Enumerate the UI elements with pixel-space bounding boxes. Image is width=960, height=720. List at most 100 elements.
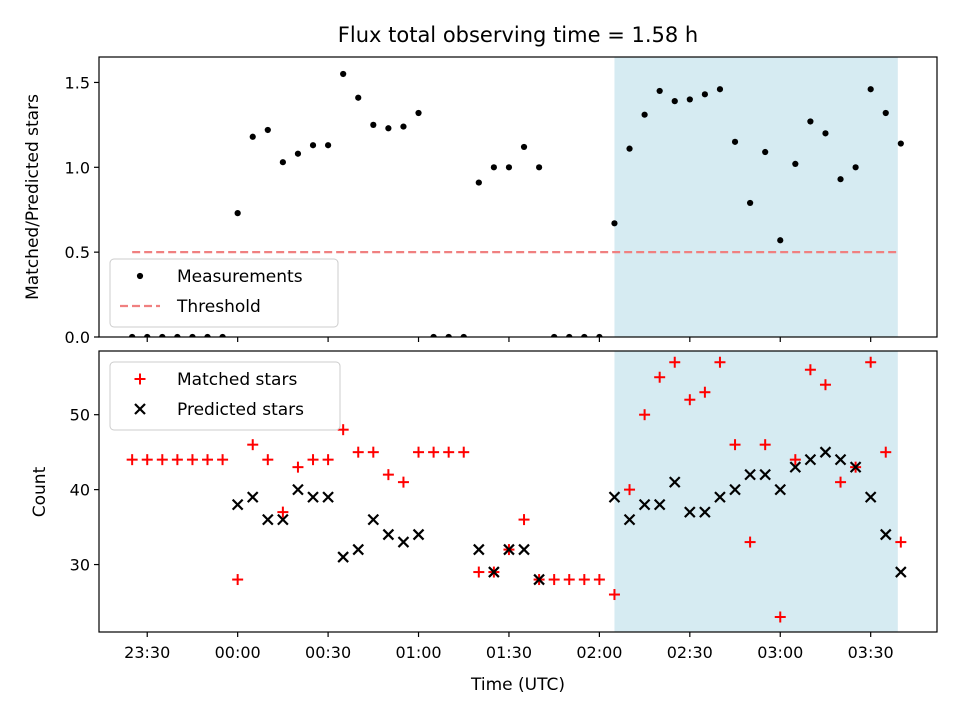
- measurement-point: [671, 98, 678, 105]
- measurement-point: [129, 333, 136, 337]
- measurement-point: [445, 333, 452, 337]
- matched-stars-marker: [458, 446, 470, 458]
- top-legend-label: Measurements: [177, 267, 303, 287]
- measurement-point: [294, 150, 302, 157]
- predicted-stars-marker: [292, 483, 304, 496]
- predicted-stars-marker: [699, 506, 711, 518]
- observing-window-span: [614, 351, 898, 632]
- measurement-point: [460, 333, 467, 337]
- bottom-legend-key-0: [134, 373, 146, 385]
- matched-stars-marker: [247, 439, 259, 451]
- matched-stars-marker: [729, 439, 741, 451]
- matched-stars-marker: [684, 394, 696, 406]
- bottom-legend-label: Matched stars: [177, 370, 297, 390]
- matched-stars-marker: [277, 506, 289, 518]
- predicted-stars-marker: [729, 483, 741, 496]
- predicted-stars-marker: [412, 528, 425, 541]
- matched-stars-marker: [413, 446, 425, 458]
- measurement-point: [536, 164, 543, 171]
- measurement-point: [626, 145, 633, 152]
- matched-stars-marker: [262, 454, 274, 466]
- measurement-point: [807, 118, 814, 125]
- measurement-point: [762, 148, 769, 156]
- top-y-tick-label: 0.5: [65, 243, 90, 262]
- measurement-point: [731, 138, 739, 145]
- predicted-stars-marker: [503, 543, 515, 556]
- measurement-point: [340, 70, 347, 78]
- measurement-point: [309, 142, 317, 149]
- top-plot-area: [129, 70, 904, 337]
- bottom-y-tick-label: 40: [70, 481, 90, 500]
- bottom-y-tick-label: 50: [70, 406, 90, 425]
- matched-stars-marker: [804, 364, 816, 376]
- matched-stars-marker: [759, 439, 771, 451]
- measurement-point: [279, 159, 286, 166]
- measurement-point: [490, 164, 497, 171]
- measurement-point: [551, 333, 558, 337]
- measurement-point: [882, 109, 889, 117]
- matched-stars-marker: [126, 454, 138, 466]
- measurement-point: [144, 333, 151, 337]
- predicted-stars-marker: [473, 543, 485, 556]
- predicted-stars-marker: [744, 468, 756, 481]
- predicted-stars-marker: [382, 528, 395, 541]
- matched-stars-marker: [624, 484, 636, 496]
- predicted-stars-marker: [864, 491, 877, 503]
- measurement-point: [234, 210, 241, 217]
- predicted-stars-marker: [789, 461, 802, 473]
- observing-window-span: [614, 57, 898, 337]
- measurement-point: [747, 199, 754, 207]
- bottom-legend-key-1: [134, 403, 146, 415]
- matched-stars-marker: [789, 454, 801, 466]
- predicted-stars-marker: [246, 491, 259, 503]
- measurement-point: [837, 176, 844, 183]
- matched-stars-marker: [397, 476, 409, 488]
- matched-stars-marker: [669, 356, 681, 368]
- predicted-stars-marker: [322, 491, 334, 503]
- top-legend-key-0: [136, 272, 144, 280]
- matched-stars-marker: [548, 574, 560, 586]
- measurement-point: [264, 126, 271, 134]
- top-y-tick-label: 1.0: [65, 158, 90, 177]
- matched-stars-marker: [156, 454, 168, 466]
- measurement-point: [792, 160, 799, 168]
- matched-stars-marker: [654, 371, 666, 383]
- predicted-stars-marker: [774, 483, 787, 496]
- predicted-stars-marker: [623, 513, 636, 526]
- predicted-stars-marker: [337, 551, 349, 563]
- measurement-point: [520, 143, 528, 151]
- measurement-point: [641, 111, 648, 118]
- matched-stars-marker: [352, 446, 364, 458]
- matched-stars-marker: [744, 536, 756, 548]
- predicted-stars-marker: [804, 453, 817, 466]
- top-legend: [109, 258, 339, 328]
- x-axis-label: Time (UTC): [470, 675, 565, 695]
- top-axes-frame: [98, 56, 938, 338]
- predicted-stars-marker: [352, 543, 365, 556]
- measurement-point: [852, 164, 859, 171]
- predicted-stars-marker: [397, 536, 410, 548]
- top-y-axis-label: Matched/Predicted stars: [23, 94, 43, 300]
- measurement-point: [159, 333, 166, 337]
- measurement-point: [822, 130, 829, 137]
- matched-stars-marker: [699, 386, 711, 398]
- matched-stars-marker: [322, 454, 334, 466]
- measurement-point: [355, 94, 362, 101]
- matched-stars-marker: [141, 454, 153, 466]
- matched-stars-marker: [639, 409, 651, 421]
- bottom-legend-label: Predicted stars: [177, 400, 304, 420]
- top-y-tick-label: 1.5: [65, 73, 90, 92]
- matched-stars-marker: [774, 611, 786, 623]
- matched-stars-marker: [865, 356, 877, 368]
- bottom-axes-frame: [98, 350, 938, 633]
- matched-stars-marker: [337, 424, 349, 436]
- predicted-stars-marker: [367, 513, 380, 526]
- x-tick-label: 01:00: [395, 643, 441, 662]
- measurement-point: [370, 121, 377, 128]
- matched-stars-marker: [578, 574, 590, 586]
- predicted-stars-marker: [895, 566, 907, 578]
- measurement-point: [475, 179, 482, 186]
- predicted-stars-marker: [849, 461, 862, 473]
- x-tick-label: 02:00: [576, 643, 622, 662]
- matched-stars-marker: [217, 454, 229, 466]
